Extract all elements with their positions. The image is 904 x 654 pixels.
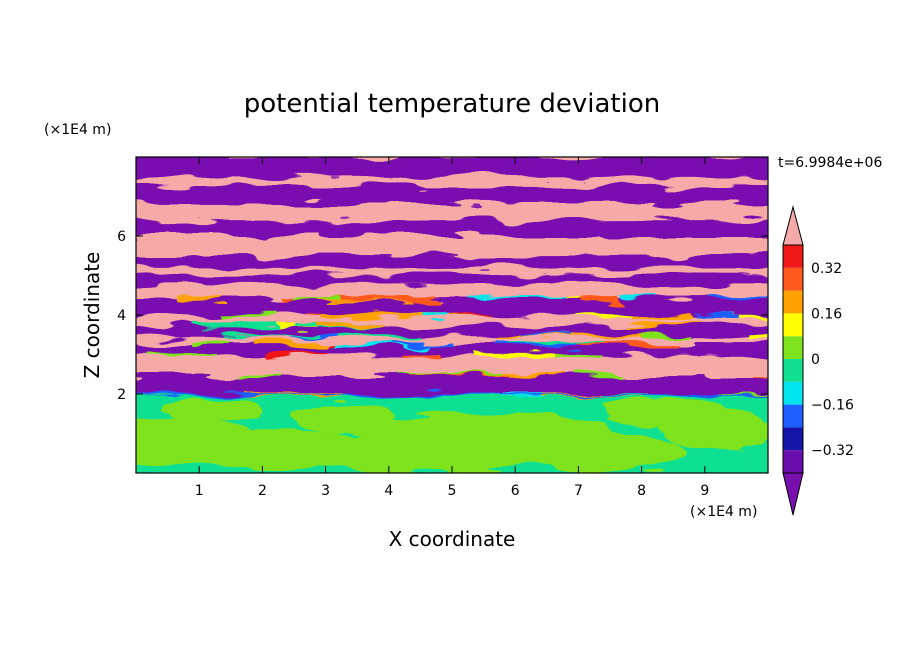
colorbar-segment [783, 290, 803, 314]
y-axis: 2 4 6 [117, 229, 768, 403]
colorbar: 0.32 0.16 0 −0.16 −0.32 [782, 205, 854, 516]
x-unit-label: (×1E4 m) [690, 504, 757, 520]
colorbar-frame [782, 244, 804, 474]
x-tick-label: 5 [448, 483, 457, 499]
x-tick-label: 3 [321, 483, 330, 499]
colorbar-segment [783, 245, 803, 268]
x-tick-label: 1 [195, 483, 204, 499]
x-tick-label: 6 [511, 483, 520, 499]
colorbar-tick-label: 0.16 [811, 306, 842, 322]
x-tick-label: 9 [700, 483, 709, 499]
colorbar-tick-label: −0.16 [811, 398, 854, 414]
colorbar-segment [783, 267, 803, 291]
colorbar-extend-top [782, 205, 804, 246]
y-tick-label: 2 [117, 387, 126, 403]
colorbar-tick-label: −0.32 [811, 443, 854, 459]
contour-field [136, 157, 768, 473]
x-axis: 1 2 3 4 5 6 7 8 9 [195, 157, 709, 499]
y-unit-label: (×1E4 m) [44, 122, 111, 138]
time-label: t=6.9984e+06 [778, 155, 882, 171]
x-axis-label: X coordinate [389, 527, 516, 551]
colorbar-segment [783, 313, 803, 337]
colorbar-segment [783, 427, 803, 451]
x-tick-label: 8 [637, 483, 646, 499]
colorbar-segment [783, 381, 803, 405]
x-tick-label: 2 [258, 483, 267, 499]
x-tick-label: 4 [384, 483, 393, 499]
x-tick-label: 7 [574, 483, 583, 499]
colorbar-segment [783, 450, 803, 473]
colorbar-tick-label: 0.32 [811, 261, 842, 277]
y-axis-label: Z coordinate [80, 252, 104, 379]
colorbar-segment [783, 404, 803, 428]
colorbar-extend-bottom [782, 472, 804, 516]
chart-title: potential temperature deviation [244, 89, 660, 119]
y-tick-label: 6 [117, 229, 126, 245]
colorbar-segment [783, 336, 803, 359]
y-tick-label: 4 [117, 308, 126, 324]
colorbar-segment [783, 359, 803, 382]
colorbar-tick-label: 0 [811, 352, 820, 368]
